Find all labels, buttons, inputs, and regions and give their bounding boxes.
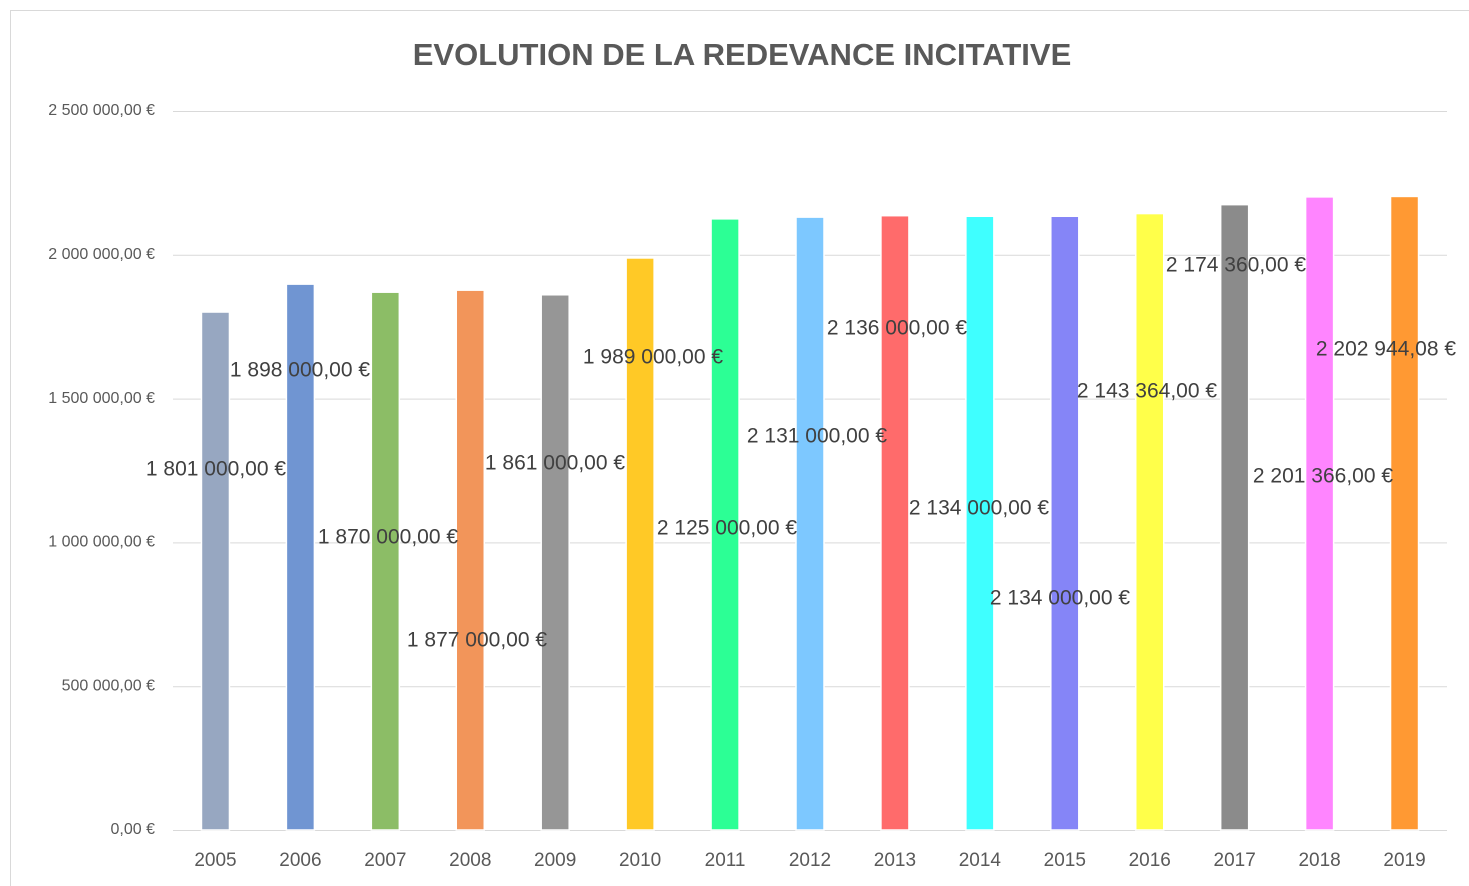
data-label: 2 134 000,00 € bbox=[909, 497, 1049, 520]
x-tick-label: 2007 bbox=[364, 850, 406, 871]
bar bbox=[625, 257, 655, 831]
bar bbox=[285, 283, 316, 831]
bar bbox=[880, 214, 910, 831]
x-tick-label: 2011 bbox=[705, 850, 746, 871]
data-label: 1 801 000,00 € bbox=[146, 458, 286, 481]
bar bbox=[795, 216, 825, 831]
data-label: 1 989 000,00 € bbox=[583, 346, 723, 369]
y-tick-label: 0,00 € bbox=[111, 821, 156, 838]
bar bbox=[965, 215, 995, 831]
data-label: 1 870 000,00 € bbox=[318, 526, 458, 549]
bar bbox=[1219, 203, 1250, 831]
bar bbox=[370, 291, 401, 831]
bar bbox=[710, 218, 740, 831]
x-tick-label: 2005 bbox=[194, 850, 236, 871]
x-tick-label: 2018 bbox=[1298, 850, 1340, 871]
x-tick-label: 2016 bbox=[1129, 850, 1171, 871]
bar bbox=[200, 311, 231, 831]
x-tick-label: 2015 bbox=[1044, 850, 1086, 871]
x-tick-label: 2009 bbox=[534, 850, 576, 871]
x-tick-label: 2014 bbox=[959, 850, 1002, 871]
bar bbox=[1389, 195, 1420, 831]
chart-border bbox=[10, 10, 1469, 886]
x-tick-label: 2006 bbox=[279, 850, 321, 871]
data-label: 1 861 000,00 € bbox=[485, 452, 625, 475]
y-tick-label: 500 000,00 € bbox=[62, 677, 156, 694]
bar bbox=[540, 294, 570, 831]
data-label: 2 136 000,00 € bbox=[827, 317, 967, 340]
x-tick-label: 2010 bbox=[619, 850, 661, 871]
data-label: 2 134 000,00 € bbox=[990, 587, 1130, 610]
x-tick-label: 2008 bbox=[449, 850, 491, 871]
data-label: 1 898 000,00 € bbox=[230, 359, 370, 382]
data-label: 2 131 000,00 € bbox=[747, 425, 887, 448]
y-tick-label: 1 000 000,00 € bbox=[48, 534, 155, 551]
x-tick-label: 2019 bbox=[1383, 850, 1425, 871]
x-tick-label: 2013 bbox=[874, 850, 916, 871]
data-label: 2 174 360,00 € bbox=[1166, 254, 1306, 277]
chart-title: EVOLUTION DE LA REDEVANCE INCITATIVE bbox=[413, 37, 1072, 72]
data-label: 2 202 944,08 € bbox=[1316, 338, 1456, 361]
bar bbox=[1304, 196, 1335, 831]
bar bbox=[455, 289, 486, 831]
data-label: 2 125 000,00 € bbox=[657, 517, 797, 540]
data-label: 1 877 000,00 € bbox=[407, 629, 547, 652]
bar bbox=[1134, 212, 1165, 831]
x-tick-label: 2012 bbox=[789, 850, 831, 871]
data-label: 2 201 366,00 € bbox=[1253, 465, 1393, 488]
y-tick-label: 2 000 000,00 € bbox=[48, 246, 155, 263]
data-label: 2 143 364,00 € bbox=[1077, 380, 1217, 403]
bar bbox=[1050, 215, 1080, 831]
x-tick-label: 2017 bbox=[1214, 850, 1256, 871]
y-tick-label: 2 500 000,00 € bbox=[48, 102, 155, 119]
y-tick-label: 1 500 000,00 € bbox=[48, 390, 155, 407]
